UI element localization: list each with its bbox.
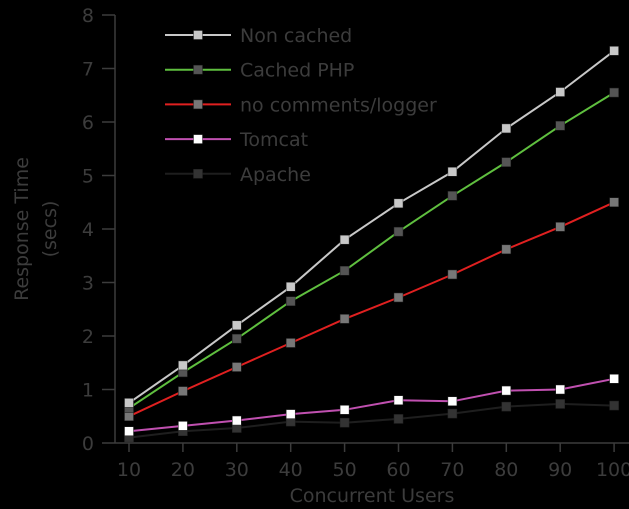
- series-cached-php: [124, 87, 619, 413]
- legend-entry: Tomcat: [165, 129, 308, 151]
- data-point: [501, 123, 512, 134]
- data-point: [555, 399, 565, 409]
- y-ticks: 0 1 2 3 4 5 6 7 8: [82, 5, 115, 455]
- data-point: [609, 400, 619, 411]
- legend-swatch-marker: [193, 30, 203, 40]
- legend-label: no comments/logger: [240, 94, 437, 116]
- series-line: [128, 201, 615, 418]
- data-point: [501, 401, 512, 412]
- legend-swatch-marker: [193, 99, 203, 110]
- data-point: [339, 405, 350, 415]
- x-tick-label: 80: [494, 459, 518, 481]
- data-point: [124, 426, 134, 436]
- data-point: [232, 320, 242, 331]
- x-tick-label: 10: [117, 459, 141, 481]
- y-tick-label: 3: [82, 273, 94, 295]
- series-line: [128, 50, 615, 404]
- data-point: [609, 374, 619, 384]
- data-point: [178, 421, 188, 431]
- data-point: [501, 385, 512, 396]
- data-point: [609, 87, 619, 98]
- legend-label: Tomcat: [239, 129, 308, 151]
- y-tick-label: 5: [82, 166, 94, 188]
- data-point: [285, 338, 296, 348]
- legend: Non cached Cached PHP no comments/logger To…: [165, 25, 437, 186]
- data-point: [447, 396, 458, 407]
- data-point: [555, 384, 565, 395]
- legend-label: Cached PHP: [240, 60, 354, 82]
- y-axis-title: Response Time (secs): [11, 157, 61, 301]
- data-point: [447, 167, 458, 177]
- data-point: [285, 296, 296, 306]
- x-tick-label: 40: [279, 459, 303, 481]
- data-point: [285, 409, 296, 419]
- series-no-comments-logger: [124, 197, 619, 421]
- x-tick-label: 50: [333, 459, 357, 481]
- x-tick-label: 70: [440, 459, 464, 481]
- legend-swatch-marker: [193, 64, 203, 75]
- x-ticks: 10 20 30 40 50 60 70 80 90 100: [117, 443, 629, 481]
- legend-entry: no comments/logger: [165, 94, 437, 116]
- data-point: [393, 395, 404, 405]
- data-point: [393, 226, 404, 237]
- data-point: [609, 46, 619, 56]
- y-tick-label: 2: [82, 326, 94, 348]
- data-point: [555, 87, 565, 97]
- data-point: [609, 197, 619, 207]
- y-tick-label: 0: [82, 433, 94, 455]
- data-point: [178, 386, 188, 396]
- series-tomcat: [124, 374, 619, 436]
- data-point: [393, 292, 404, 303]
- y-tick-label: 1: [82, 380, 94, 402]
- data-point: [178, 360, 188, 371]
- y-axis-title-line-1: Response Time: [11, 157, 33, 301]
- data-point: [555, 120, 565, 131]
- legend-entry: Non cached: [165, 25, 352, 47]
- data-point: [501, 157, 512, 167]
- series-line: [128, 91, 615, 410]
- data-point: [339, 265, 350, 276]
- x-tick-label: 100: [596, 459, 629, 481]
- series-non-cached: [124, 46, 619, 408]
- series-line: [128, 402, 615, 439]
- data-point: [124, 398, 134, 408]
- data-point: [232, 362, 242, 372]
- data-point: [447, 191, 458, 201]
- data-point: [339, 314, 350, 324]
- data-point: [393, 414, 404, 424]
- y-tick-label: 6: [82, 112, 94, 134]
- x-tick-label: 20: [171, 459, 195, 481]
- data-point: [124, 411, 134, 421]
- data-point: [339, 417, 350, 428]
- axes: [114, 15, 629, 444]
- series-layer: [124, 46, 619, 443]
- data-point: [447, 408, 458, 419]
- data-point: [501, 244, 512, 255]
- y-tick-label: 8: [82, 5, 94, 27]
- legend-entry: Apache: [165, 164, 311, 186]
- x-axis-title: Concurrent Users: [290, 485, 455, 507]
- y-tick-label: 4: [82, 219, 94, 241]
- y-tick-label: 7: [82, 59, 94, 81]
- legend-entry: Cached PHP: [165, 60, 354, 82]
- data-point: [285, 282, 296, 292]
- legend-label: Apache: [240, 164, 311, 186]
- data-point: [555, 222, 565, 232]
- data-point: [232, 333, 242, 344]
- data-point: [232, 415, 242, 426]
- y-axis-title-line-2: (secs): [39, 201, 61, 258]
- x-tick-label: 90: [548, 459, 572, 481]
- data-point: [393, 198, 404, 209]
- data-point: [339, 234, 350, 245]
- series-apache: [124, 399, 619, 443]
- legend-label: Non cached: [240, 25, 352, 47]
- x-tick-label: 60: [386, 459, 410, 481]
- legend-swatch-marker: [193, 134, 203, 144]
- x-tick-label: 30: [225, 459, 249, 481]
- series-line: [128, 377, 615, 433]
- legend-swatch-marker: [193, 169, 203, 179]
- data-point: [447, 269, 458, 280]
